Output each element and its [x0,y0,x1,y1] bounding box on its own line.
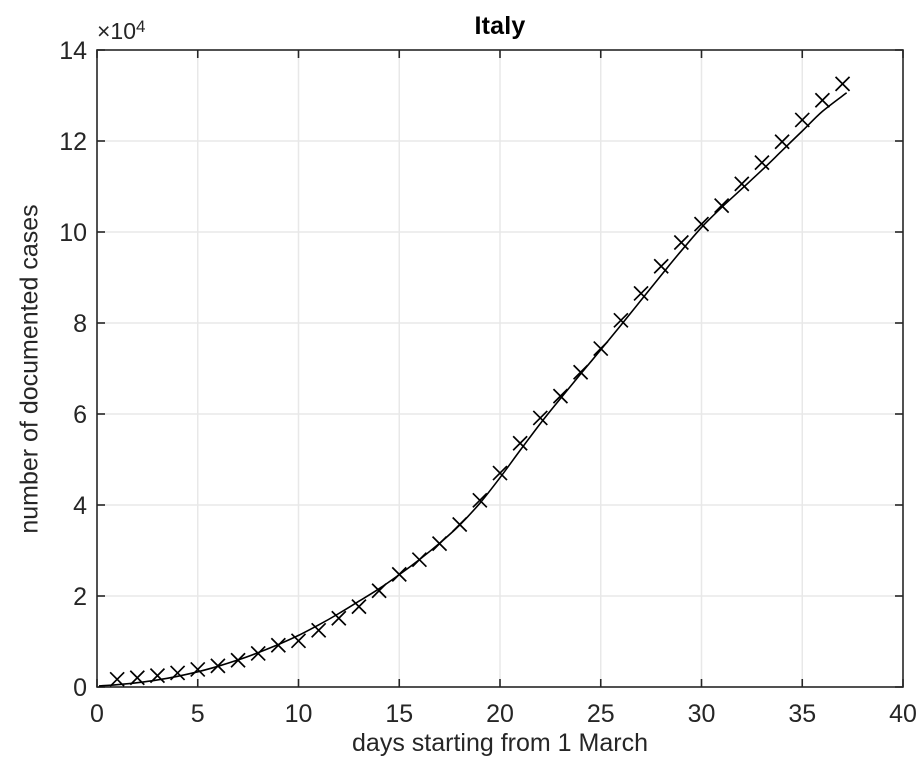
x-tick-label: 30 [688,700,716,728]
data-marker [169,665,186,681]
data-marker [331,610,347,626]
y-tick-label: 2 [73,583,87,611]
data-marker [774,134,790,150]
data-marker [371,583,387,599]
data-marker [492,465,508,481]
data-marker [391,566,407,583]
data-marker [673,234,689,251]
y-tick-label: 8 [73,310,87,338]
data-marker [452,516,468,533]
data-marker [210,658,226,674]
data-marker [794,112,810,128]
data-marker [613,312,629,328]
y-tick-label: 10 [59,219,87,247]
data-marker [290,633,307,649]
data-marker [532,410,548,426]
x-tick-label: 35 [788,700,816,728]
x-tick-label: 20 [486,700,514,728]
y-axis-label: number of documented cases [15,204,44,534]
y-tick-label: 4 [73,492,87,520]
data-marker [190,661,206,678]
chart-title: Italy [474,12,526,40]
x-tick-label: 5 [191,700,205,728]
x-axis-label: days starting from 1 March [352,729,648,757]
data-marker [814,92,831,108]
data-marker [230,652,246,668]
y-axis-multiplier-base: ×10 [97,18,137,44]
data-marker [411,552,428,568]
data-marker [754,155,770,171]
x-tick-label: 0 [90,700,104,728]
x-tick-label: 15 [385,700,413,728]
data-marker [351,599,367,615]
data-marker [311,622,327,638]
data-marker [512,435,528,451]
data-marker [714,198,730,214]
data-marker [250,645,266,662]
data-marker [149,668,166,684]
data-marker [270,637,286,653]
fit-curve [98,92,848,687]
x-tick-label: 40 [889,700,917,728]
y-tick-label: 14 [59,37,87,65]
y-tick-label: 12 [59,128,87,156]
data-marker [109,671,125,687]
data-marker [472,492,488,508]
y-tick-label: 0 [73,674,87,702]
data-marker [572,364,589,380]
data-marker [834,76,851,92]
data-marker [129,670,145,686]
y-axis-multiplier: ×104 [97,17,145,45]
data-marker [431,536,448,552]
data-marker [734,176,750,192]
x-tick-label: 10 [285,700,313,728]
data-marker [593,340,609,357]
data-marker [552,388,569,404]
data-marker [653,258,669,274]
data-marker [693,216,710,232]
data-marker [633,285,649,302]
y-tick-label: 6 [73,401,87,429]
x-tick-label: 25 [587,700,615,728]
y-axis-multiplier-exponent: 4 [136,17,146,36]
